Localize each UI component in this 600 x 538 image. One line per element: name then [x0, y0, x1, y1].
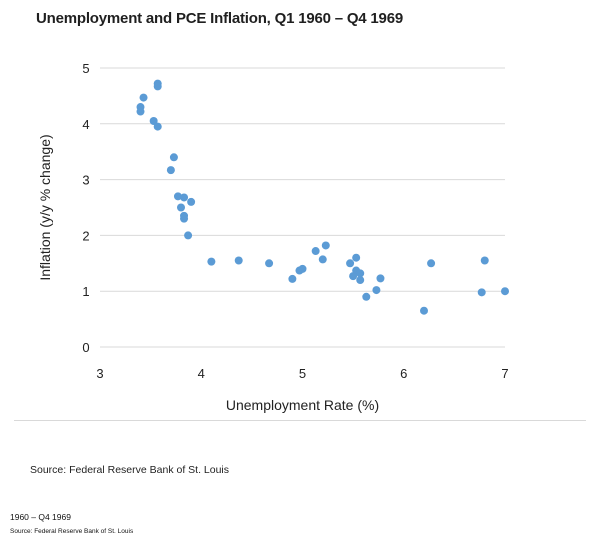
data-point [427, 259, 436, 268]
data-point [480, 256, 489, 265]
data-point [372, 286, 381, 295]
data-point [298, 264, 307, 273]
data-point [180, 214, 189, 223]
y-tick-label: 3 [82, 173, 89, 188]
x-tick-label: 5 [299, 366, 306, 381]
data-point [477, 288, 486, 297]
data-point [265, 259, 274, 268]
chart-panel: Unemployment and PCE Inflation, Q1 1960 … [14, 0, 586, 421]
data-point [346, 259, 355, 268]
data-point [187, 197, 196, 206]
x-axis-ticks: 3 4 5 6 7 [96, 366, 508, 381]
data-point [136, 107, 145, 116]
data-point [356, 276, 365, 285]
x-axis-title: Unemployment Rate (%) [226, 397, 379, 413]
data-point [180, 193, 189, 202]
data-point [139, 93, 148, 102]
x-tick-label: 4 [198, 366, 205, 381]
data-point [149, 117, 158, 126]
data-point [311, 247, 320, 256]
y-axis-ticks: 0 1 2 3 4 5 [82, 61, 89, 355]
data-point [184, 231, 193, 240]
data-point [169, 153, 178, 162]
x-tick-label: 3 [96, 366, 103, 381]
y-axis-title: Inflation (y/y % change) [37, 134, 53, 280]
y-tick-label: 1 [82, 284, 89, 299]
data-points [136, 79, 509, 315]
x-tick-label: 6 [400, 366, 407, 381]
data-point [177, 203, 185, 212]
data-point [173, 192, 182, 201]
data-point [166, 166, 175, 175]
data-point [153, 82, 162, 91]
data-point [362, 292, 371, 301]
footer-source: Source: Federal Reserve Bank of St. Loui… [10, 528, 134, 535]
data-point [376, 274, 385, 283]
y-tick-label: 5 [82, 61, 89, 76]
footer-date-range: 1960 – Q4 1969 [10, 512, 71, 522]
data-point [318, 255, 327, 264]
data-point [352, 253, 361, 262]
y-tick-label: 0 [82, 340, 89, 355]
x-tick-label: 7 [501, 366, 508, 381]
data-point [420, 306, 428, 315]
data-point [349, 272, 358, 281]
scatter-chart: 0 1 2 3 4 5 3 4 5 6 7 Unemployment Rate (%) Infla… [37, 61, 509, 413]
chart-title: Unemployment and PCE Inflation, Q1 1960 … [36, 10, 403, 27]
data-point [321, 241, 330, 250]
data-point [501, 287, 509, 296]
data-point [153, 122, 162, 131]
data-point [288, 274, 297, 283]
y-tick-label: 4 [82, 117, 89, 132]
y-tick-label: 2 [82, 228, 89, 243]
data-point [207, 257, 216, 266]
grid-lines [100, 67, 505, 348]
source-note: Source: Federal Reserve Bank of St. Loui… [30, 464, 230, 476]
data-point [234, 256, 243, 265]
data-point [356, 269, 365, 278]
